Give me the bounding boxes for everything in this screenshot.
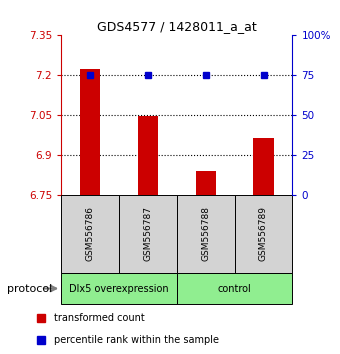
Bar — [177, 195, 235, 273]
Text: transformed count: transformed count — [54, 313, 145, 323]
Text: percentile rank within the sample: percentile rank within the sample — [54, 335, 219, 345]
Text: GSM556787: GSM556787 — [143, 206, 152, 261]
Title: GDS4577 / 1428011_a_at: GDS4577 / 1428011_a_at — [97, 20, 257, 33]
Bar — [80, 69, 100, 195]
Bar — [177, 273, 292, 304]
Bar — [138, 116, 158, 195]
Text: protocol: protocol — [7, 284, 52, 293]
Text: Dlx5 overexpression: Dlx5 overexpression — [69, 284, 169, 293]
Bar — [61, 273, 177, 304]
Text: GSM556789: GSM556789 — [259, 206, 268, 261]
Bar — [61, 195, 119, 273]
Bar — [235, 195, 292, 273]
Bar — [195, 171, 216, 195]
Bar — [119, 195, 177, 273]
Bar — [253, 138, 274, 195]
Text: control: control — [218, 284, 252, 293]
Text: GSM556786: GSM556786 — [86, 206, 95, 261]
Text: GSM556788: GSM556788 — [201, 206, 210, 261]
